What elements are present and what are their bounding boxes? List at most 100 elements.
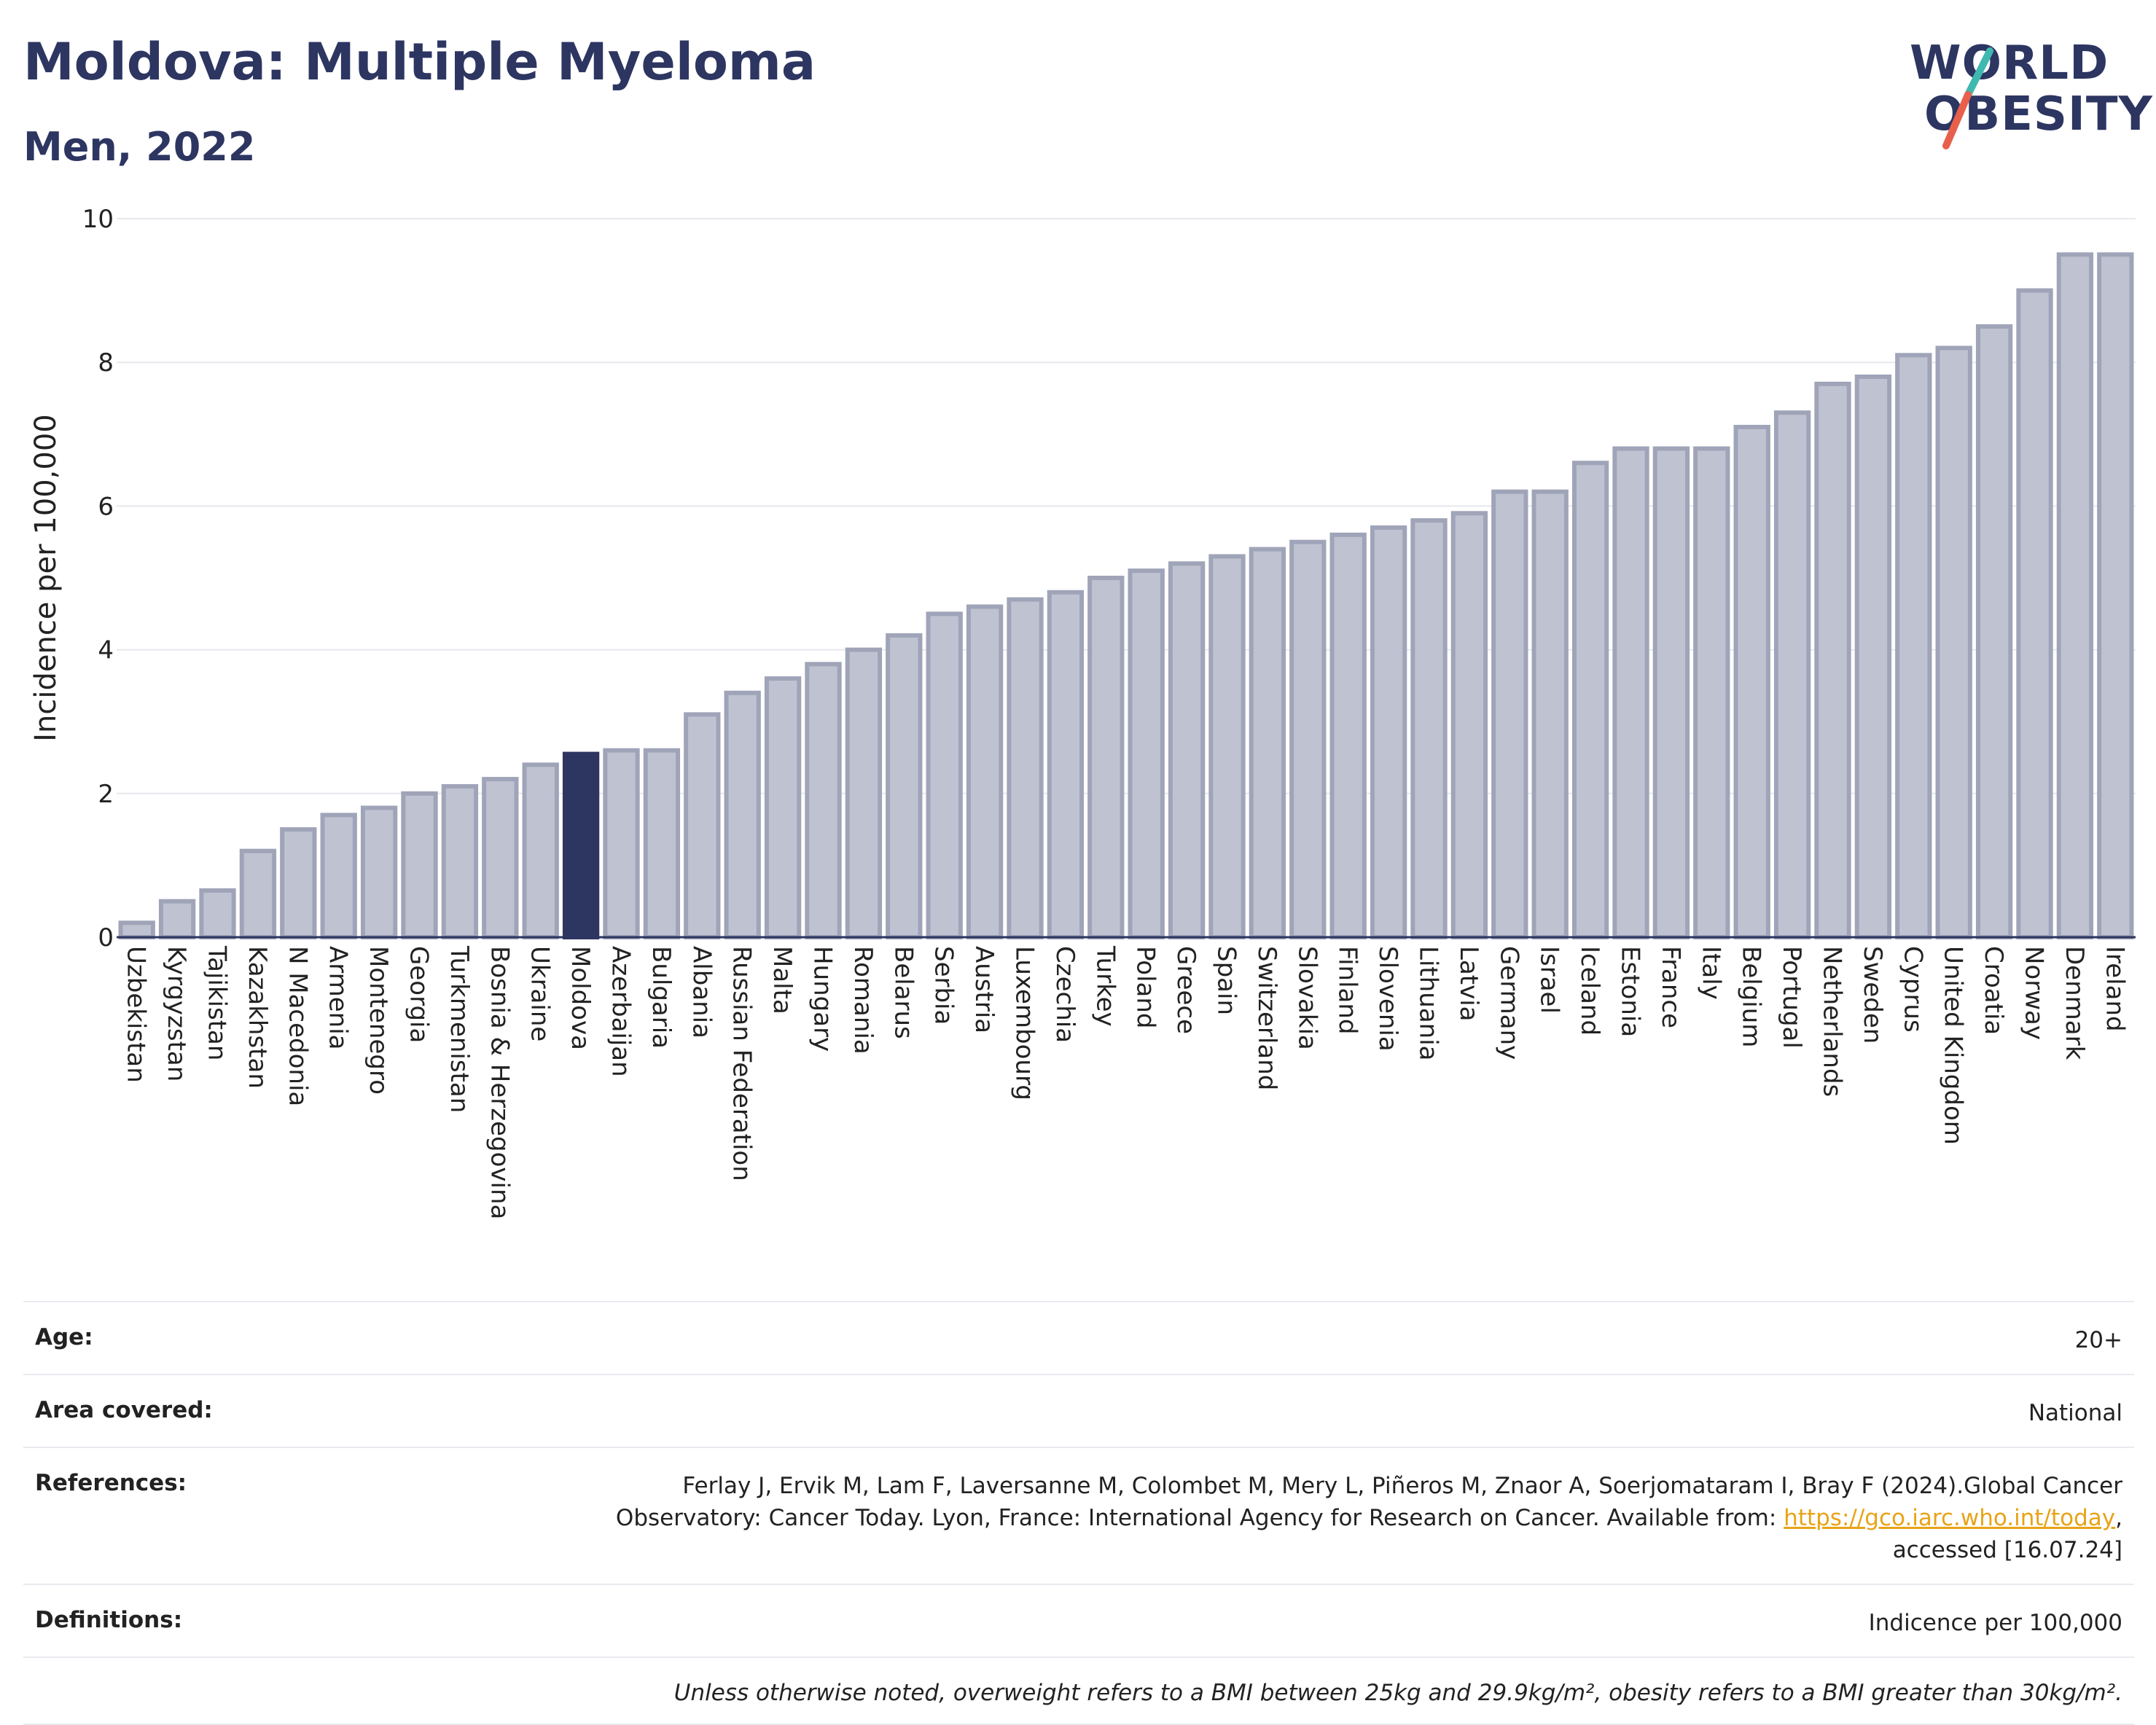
x-tick-label: Malta xyxy=(768,946,797,1014)
bar xyxy=(1531,489,1569,939)
world-obesity-logo: WORLD OBESITY xyxy=(1895,29,2152,153)
y-axis-label: Incidence per 100,000 xyxy=(29,414,63,742)
info-table: Age: 20+ Area covered: National Referenc… xyxy=(23,1301,2134,1725)
x-tick-label: Belarus xyxy=(888,946,918,1039)
x-tick-label: France xyxy=(1656,946,1685,1028)
bar xyxy=(1975,324,2013,939)
y-tick-label: 2 xyxy=(98,780,114,809)
bar xyxy=(926,611,963,939)
x-tick-label: Sweden xyxy=(1858,946,1887,1044)
x-tick-label: Russian Federation xyxy=(727,946,757,1181)
bar xyxy=(320,813,357,939)
y-tick-label: 0 xyxy=(98,923,114,953)
x-tick-label: Italy xyxy=(1696,946,1725,1000)
x-tick-label: Turkmenistan xyxy=(445,945,474,1113)
bar xyxy=(1410,518,1448,939)
bar xyxy=(643,748,681,939)
x-tick-label: Armenia xyxy=(324,946,353,1050)
bar xyxy=(1733,424,1770,939)
x-tick-label: Serbia xyxy=(929,946,958,1025)
bar xyxy=(401,791,438,939)
bar xyxy=(1935,345,1972,940)
x-tick-label: Luxembourg xyxy=(1010,946,1039,1100)
references-value: Ferlay J, Ervik M, Lam F, Laversanne M, … xyxy=(592,1470,2122,1566)
bar xyxy=(845,647,883,939)
bar xyxy=(1168,561,1206,939)
x-tick-label: Israel xyxy=(1535,946,1564,1014)
bar xyxy=(1329,532,1367,939)
references-text: Ferlay J, Ervik M, Lam F, Laversanne M, … xyxy=(615,1473,2122,1531)
bar xyxy=(1854,374,1892,940)
x-tick-label: Kyrgyzstan xyxy=(162,946,191,1081)
bar xyxy=(603,748,640,939)
references-label: References: xyxy=(35,1470,187,1496)
bar xyxy=(1612,446,1649,939)
x-tick-label: Uzbekistan xyxy=(122,946,151,1083)
x-tick-label: N Macedonia xyxy=(283,946,312,1106)
references-link[interactable]: https://gco.iarc.who.int/today xyxy=(1784,1505,2116,1531)
x-tick-label: Switzerland xyxy=(1252,946,1281,1090)
bar xyxy=(118,920,155,940)
x-tick-label: Finland xyxy=(1333,946,1362,1035)
bar xyxy=(1652,446,1690,939)
bar xyxy=(1491,489,1528,939)
x-tick-label: Czechia xyxy=(1050,946,1079,1043)
bar xyxy=(1895,353,1932,939)
x-tick-label: Iceland xyxy=(1575,946,1604,1036)
bar xyxy=(1208,554,1246,940)
bar xyxy=(158,899,196,940)
area-value: National xyxy=(2028,1400,2122,1426)
bar xyxy=(724,690,761,939)
bar xyxy=(482,777,519,940)
x-tick-label: Cyprus xyxy=(1898,946,1927,1033)
bar xyxy=(199,888,236,939)
x-tick-label: Georgia xyxy=(405,946,434,1043)
x-tick-label: Azerbaijan xyxy=(606,946,636,1077)
bar xyxy=(966,604,1004,939)
bar xyxy=(886,633,923,939)
bar xyxy=(1007,597,1044,940)
info-row-references: References: Ferlay J, Ervik M, Lam F, La… xyxy=(23,1447,2134,1584)
x-tick-label: United Kingdom xyxy=(1939,946,1968,1145)
x-tick-label: Netherlands xyxy=(1818,946,1847,1097)
x-tick-label: Montenegro xyxy=(364,946,393,1095)
bar xyxy=(522,762,559,939)
info-row-note: Unless otherwise noted, overweight refer… xyxy=(23,1656,2134,1725)
bar xyxy=(1693,446,1730,939)
bar xyxy=(1289,539,1327,939)
age-label: Age: xyxy=(35,1324,93,1350)
x-tick-label: Belgium xyxy=(1737,946,1766,1047)
x-tick-label: Ukraine xyxy=(526,946,555,1041)
bar-chart: 0 2 4 6 8 10 Incidence per 100,000 Uzbekistan Ky… xyxy=(29,205,2136,1219)
x-tick-label: Tajikistan xyxy=(203,945,232,1060)
chart-subtitle: Men, 2022 xyxy=(23,124,256,170)
bar xyxy=(764,676,802,939)
x-tick-label: Estonia xyxy=(1616,946,1645,1037)
x-tick-label: Moldova xyxy=(566,946,595,1050)
x-tick-label: Portugal xyxy=(1777,946,1806,1049)
info-row-definitions: Definitions: Indicence per 100,000 xyxy=(23,1584,2134,1656)
area-label: Area covered: xyxy=(35,1397,213,1423)
footnote: Unless otherwise noted, overweight refer… xyxy=(673,1680,2122,1706)
y-tick-label: 8 xyxy=(98,348,114,378)
chart-title: Moldova: Multiple Myeloma xyxy=(23,32,816,92)
x-tick-label: Ireland xyxy=(2100,946,2129,1032)
bar xyxy=(280,827,317,939)
definitions-label: Definitions: xyxy=(35,1607,183,1633)
x-tick-label: Austria xyxy=(969,946,999,1033)
bar xyxy=(1128,568,1165,939)
x-tick-label: Latvia xyxy=(1454,946,1483,1022)
x-tick-label: Albania xyxy=(687,946,716,1038)
x-tick-label: Lithuania xyxy=(1414,946,1443,1060)
logo-slash-icon xyxy=(1942,47,1993,149)
x-tick-label: Romania xyxy=(848,946,878,1055)
x-tick-label: Spain xyxy=(1212,946,1241,1015)
x-tick-label: Denmark xyxy=(2060,946,2089,1060)
bar xyxy=(562,751,600,939)
bar xyxy=(2097,252,2134,940)
bar xyxy=(1047,590,1085,939)
x-tick-label: Slovakia xyxy=(1292,946,1321,1050)
x-tick-label: Turkey xyxy=(1090,945,1120,1027)
bar xyxy=(684,712,721,940)
info-row-age: Age: 20+ xyxy=(23,1301,2134,1374)
